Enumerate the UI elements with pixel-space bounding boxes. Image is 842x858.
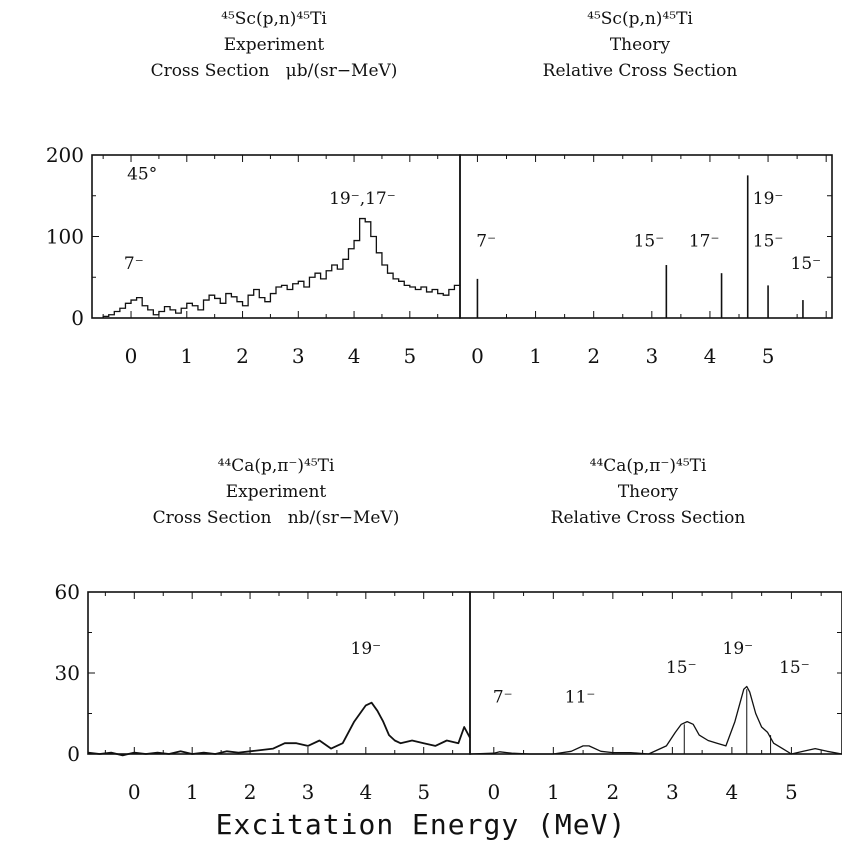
y-tick-label: 200: [46, 143, 84, 167]
state-label: 7⁻: [493, 688, 513, 708]
state-label: 15⁻: [753, 231, 784, 251]
y-tick-label: 0: [71, 306, 84, 330]
x-tick-label: 4: [359, 780, 372, 804]
title-top-left: ⁴⁵Sc(p,n)⁴⁵Ti Experiment Cross Section μ…: [74, 6, 474, 84]
x-tick-label: 5: [417, 780, 430, 804]
x-tick-label: 2: [244, 780, 257, 804]
title-units: Cross Section nb/(sr−MeV): [152, 508, 400, 528]
x-tick-label: 0: [471, 344, 484, 368]
state-label: 19⁻,17⁻: [329, 189, 396, 209]
title-reaction: ⁴⁴Ca(p,π⁻)⁴⁵Ti: [589, 456, 707, 476]
title-units: Relative Cross Section: [542, 61, 738, 81]
y-tick-label: 100: [46, 225, 84, 249]
title-bottom-right: ⁴⁴Ca(p,π⁻)⁴⁵Ti Theory Relative Cross Sec…: [448, 453, 842, 531]
title-units: Cross Section μb/(sr−MeV): [150, 61, 398, 81]
x-tick-label: 2: [587, 344, 600, 368]
title-kind: Experiment: [225, 482, 327, 502]
state-label: 7⁻: [124, 254, 144, 274]
title-reaction: ⁴⁵Sc(p,n)⁴⁵Ti: [221, 9, 327, 29]
state-label: 19⁻: [753, 189, 784, 209]
state-label: 15⁻: [634, 231, 665, 251]
title-units: Relative Cross Section: [550, 508, 746, 528]
series-line: [87, 701, 471, 757]
title-kind: Theory: [617, 482, 679, 502]
state-label: 19⁻: [723, 639, 754, 659]
title-top-right: ⁴⁵Sc(p,n)⁴⁵Ti Theory Relative Cross Sect…: [440, 6, 840, 84]
x-tick-label: 2: [606, 780, 619, 804]
x-tick-label: 1: [547, 780, 560, 804]
state-label: 15⁻: [666, 658, 697, 678]
x-tick-label: 1: [529, 344, 542, 368]
state-label: 15⁻: [779, 658, 810, 678]
state-label: 45°: [127, 164, 157, 184]
y-tick-label: 0: [67, 742, 80, 766]
x-tick-label: 3: [666, 780, 679, 804]
x-tick-label: 5: [785, 780, 798, 804]
x-tick-label: 0: [128, 780, 141, 804]
series-histogram: [102, 217, 460, 318]
state-label: 7⁻: [476, 231, 496, 251]
x-axis-label: Excitation Energy (MeV): [215, 808, 627, 841]
x-tick-label: 5: [762, 344, 775, 368]
y-tick-label: 60: [55, 580, 80, 604]
x-tick-label: 1: [180, 344, 193, 368]
state-label: 11⁻: [565, 688, 596, 708]
title-kind: Experiment: [223, 35, 325, 55]
x-tick-label: 4: [348, 344, 361, 368]
x-tick-label: 3: [292, 344, 305, 368]
x-tick-label: 5: [403, 344, 416, 368]
title-bottom-left: ⁴⁴Ca(p,π⁻)⁴⁵Ti Experiment Cross Section …: [76, 453, 476, 531]
x-tick-label: 1: [186, 780, 199, 804]
x-tick-label: 3: [645, 344, 658, 368]
y-tick-label: 30: [55, 661, 80, 685]
x-tick-label: 2: [236, 344, 249, 368]
x-tick-label: 4: [726, 780, 739, 804]
x-tick-label: 0: [487, 780, 500, 804]
title-reaction: ⁴⁴Ca(p,π⁻)⁴⁵Ti: [217, 456, 335, 476]
panel-frame: [469, 591, 842, 755]
state-label: 19⁻: [351, 639, 382, 659]
state-label: 15⁻: [791, 254, 822, 274]
x-tick-label: 4: [704, 344, 717, 368]
title-reaction: ⁴⁵Sc(p,n)⁴⁵Ti: [587, 9, 693, 29]
x-tick-label: 0: [125, 344, 138, 368]
state-label: 17⁻: [689, 231, 720, 251]
title-kind: Theory: [609, 35, 671, 55]
x-tick-label: 3: [302, 780, 315, 804]
panel-frame: [87, 591, 471, 755]
series-line: [469, 685, 842, 755]
